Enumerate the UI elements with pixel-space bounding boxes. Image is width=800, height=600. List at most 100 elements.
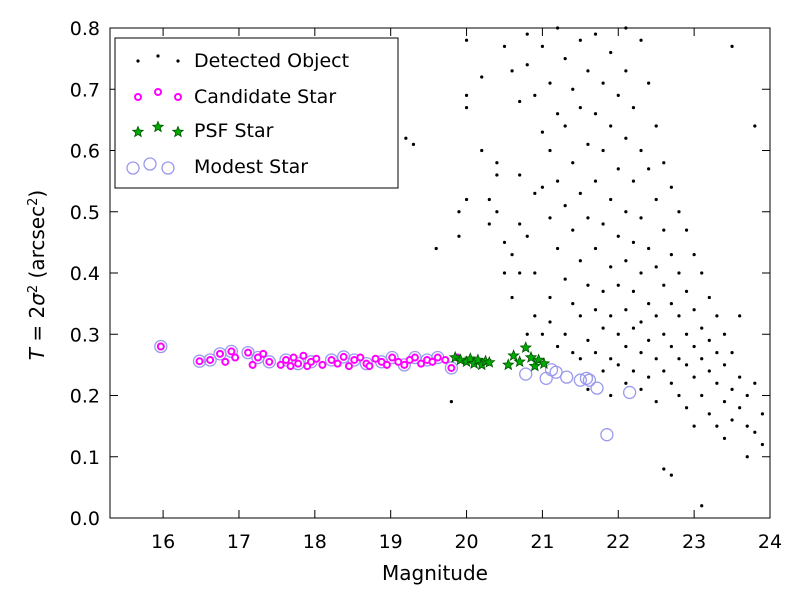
- y-tick-label: 0.7: [70, 79, 100, 101]
- data-point-detected-object: [464, 197, 469, 202]
- data-point-detected-object: [639, 320, 643, 324]
- data-point-detected-object: [464, 38, 469, 42]
- data-point-detected-object: [715, 381, 719, 385]
- axes: 16 17 18 19 20 21 22 23 24 0.0 0.1 0.2 0.3 0.4 0.5 0.6 0…: [70, 18, 782, 553]
- data-point-detected-object: [700, 326, 704, 330]
- data-point-candidate-star: [231, 353, 240, 362]
- data-point-detected-object: [540, 44, 545, 48]
- data-point-psf-star: [502, 358, 515, 371]
- y-axis-label-part: T: [25, 346, 49, 360]
- data-point-candidate-star: [282, 355, 290, 364]
- data-point-detected-object: [525, 234, 529, 238]
- data-point-detected-object: [464, 93, 469, 97]
- y-axis-label-part: 2: [26, 198, 41, 206]
- data-point-detected-object: [722, 363, 727, 367]
- data-point-detected-object: [601, 148, 605, 153]
- data-point-detected-object: [677, 314, 681, 318]
- data-point-detected-object: [692, 424, 696, 428]
- data-point-detected-object: [495, 161, 499, 165]
- data-point-detected-object: [639, 216, 643, 220]
- data-point-detected-object: [677, 271, 681, 275]
- data-point-psf-star: [537, 357, 551, 369]
- data-point-detected-object: [677, 393, 681, 398]
- data-point-psf-star: [483, 355, 496, 368]
- data-point-detected-object: [647, 302, 651, 306]
- data-point-detected-object: [518, 173, 522, 177]
- data-point-detected-object: [745, 455, 749, 459]
- data-point-detected-object: [533, 191, 537, 195]
- data-point-detected-object: [616, 332, 620, 336]
- data-point-detected-object: [586, 338, 590, 342]
- data-point-detected-object: [662, 161, 666, 165]
- data-point-detected-object: [700, 393, 704, 398]
- data-point-candidate-star: [344, 362, 353, 371]
- x-tick-label: 22: [606, 531, 630, 553]
- data-point-psf-star: [528, 359, 542, 372]
- legend-dot: [156, 54, 160, 58]
- data-point-detected-object: [624, 308, 628, 312]
- data-point-candidate-star: [417, 359, 426, 368]
- y-tick-label: 0.8: [70, 18, 100, 40]
- data-point-candidate-star: [400, 360, 409, 369]
- data-point-detected-object: [548, 320, 552, 324]
- data-point-detected-object: [480, 148, 484, 153]
- data-point-detected-object: [654, 314, 658, 318]
- data-point-candidate-star: [221, 357, 230, 366]
- data-point-candidate-star: [174, 93, 182, 101]
- data-point-modest-star: [590, 381, 604, 395]
- data-point-candidate-star: [428, 357, 437, 366]
- data-point-candidate-star: [289, 353, 298, 362]
- data-point-modest-star: [544, 363, 559, 377]
- data-point-detected-object: [624, 136, 628, 140]
- data-point-psf-star: [513, 355, 526, 368]
- data-point-detected-object: [684, 332, 689, 336]
- data-point-detected-object: [730, 418, 734, 422]
- data-point-detected-object: [669, 302, 673, 306]
- data-point-modest-star: [143, 157, 157, 171]
- data-point-modest-star: [154, 339, 168, 354]
- data-point-candidate-star: [388, 353, 397, 362]
- data-point-candidate-star: [259, 349, 268, 358]
- data-point-detected-object: [578, 357, 582, 361]
- data-point-detected-object: [548, 148, 552, 153]
- data-point-modest-star: [161, 161, 175, 175]
- data-point-detected-object: [662, 228, 666, 232]
- data-point-candidate-star: [441, 355, 450, 364]
- data-point-detected-object: [692, 253, 696, 257]
- series-psf-star: [448, 341, 551, 372]
- data-point-detected-object: [593, 351, 598, 355]
- data-point-detected-object: [738, 375, 742, 379]
- data-point-psf-star: [471, 353, 485, 366]
- data-point-psf-star: [507, 349, 520, 362]
- data-point-detected-object: [404, 136, 408, 140]
- data-point-detected-object: [518, 271, 522, 275]
- data-point-detected-object: [639, 148, 643, 153]
- data-point-candidate-star: [312, 354, 321, 363]
- data-point-detected-object: [571, 302, 575, 306]
- data-point-psf-star: [151, 120, 165, 133]
- data-point-detected-object: [593, 112, 598, 116]
- legend-label: Candidate Star: [194, 86, 336, 108]
- data-point-candidate-star: [156, 342, 165, 351]
- data-point-detected-object: [609, 393, 613, 398]
- data-point-detected-object: [730, 44, 734, 48]
- data-point-detected-object: [745, 424, 749, 428]
- y-axis-label-part: = 2: [25, 306, 49, 348]
- data-point-detected-object: [631, 106, 636, 110]
- data-point-detected-object: [571, 161, 575, 165]
- data-point-detected-object: [593, 308, 598, 312]
- y-tick-label: 0.3: [70, 324, 100, 346]
- data-point-modest-star: [573, 373, 587, 387]
- x-tick-label: 18: [303, 531, 327, 553]
- data-point-detected-object: [738, 314, 742, 318]
- data-point-modest-star: [192, 354, 207, 368]
- data-point-detected-object: [563, 277, 567, 281]
- data-point-detected-object: [563, 204, 567, 208]
- legend-label: Modest Star: [194, 156, 308, 178]
- data-point-detected-object: [624, 381, 628, 385]
- data-point-detected-object: [411, 142, 416, 146]
- data-point-detected-object: [609, 357, 613, 361]
- data-point-detected-object: [609, 265, 613, 269]
- data-point-detected-object: [654, 197, 658, 202]
- data-point-detected-object: [571, 228, 575, 232]
